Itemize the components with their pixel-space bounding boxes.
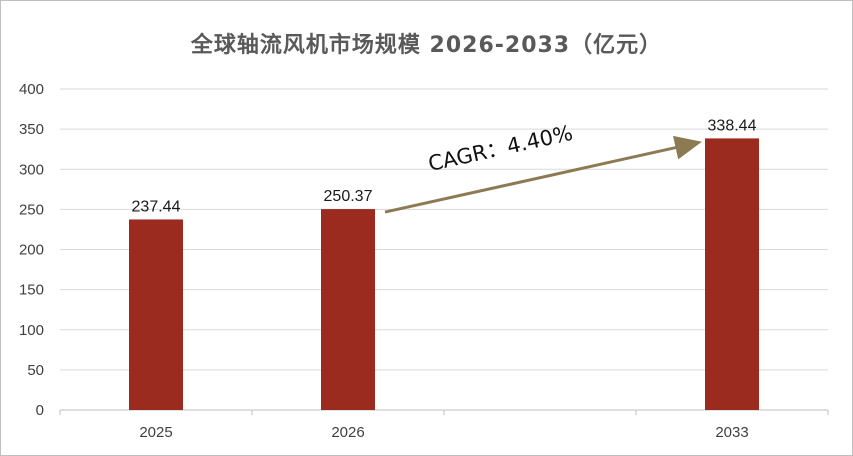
bar-2025 [129,219,183,410]
y-axis-tick-labels: 0 50 100 150 200 250 300 350 400 [19,81,44,419]
x-tick-label-2033: 2033 [715,424,748,441]
y-tick-label: 100 [19,322,44,339]
y-tick-label: 50 [27,362,44,379]
bars [129,138,759,410]
data-label-2026: 250.37 [324,188,373,205]
y-tick-label: 200 [19,242,44,259]
x-tick-label-2025: 2025 [139,424,172,441]
chart-title: 全球轴流风机市场规模 2026-2033（亿元） [190,33,663,58]
y-tick-label: 400 [19,81,44,98]
gridlines [59,88,829,415]
data-label-2033: 338.44 [708,117,757,134]
bar-2026 [321,209,375,410]
y-tick-label: 250 [19,201,44,218]
cagr-arrow [384,135,702,214]
y-tick-label: 350 [19,121,44,138]
cagr-annotation: CAGR：4.40% [384,121,702,214]
x-tick-label-2026: 2026 [331,424,364,441]
bar-2033 [705,138,759,410]
data-label-2025: 237.44 [132,198,181,215]
y-tick-label: 150 [19,282,44,299]
y-tick-label: 0 [36,402,44,419]
y-tick-label: 300 [19,161,44,178]
data-labels: 237.44 250.37 338.44 [132,117,757,215]
x-axis-tick-labels: 2025 2026 2033 [139,424,748,441]
